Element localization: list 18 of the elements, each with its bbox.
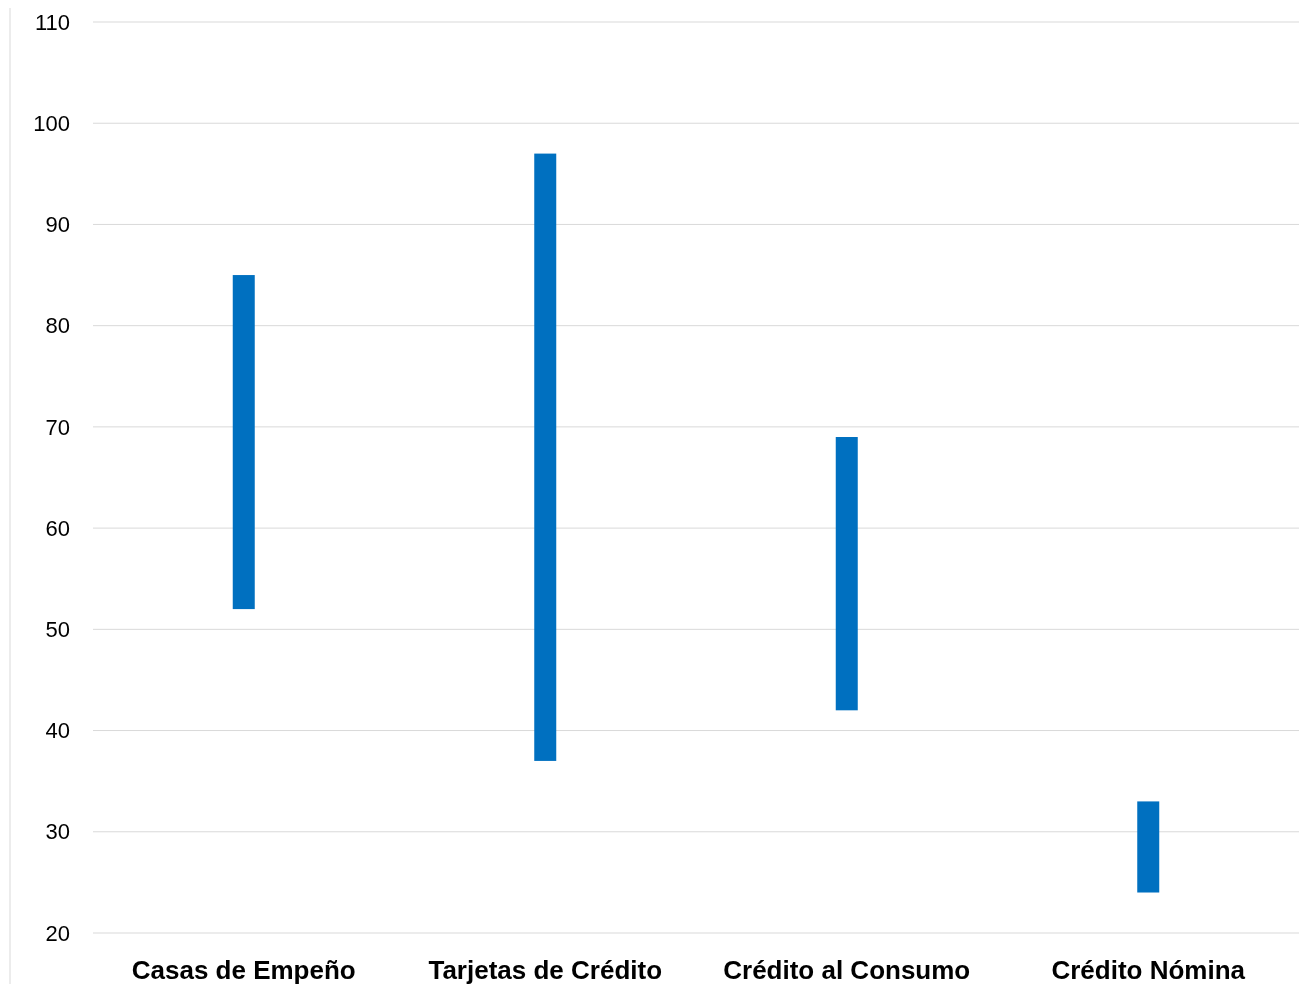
bar [1137,801,1160,893]
y-tick-label: 30 [45,819,70,845]
x-tick-label: Crédito Nómina [1051,955,1246,984]
y-tick-label: 20 [45,920,70,946]
x-tick-label: Casas de Empeño [131,955,356,984]
bar [232,275,255,610]
bar [835,437,858,711]
bar [534,153,557,761]
x-tick-label: Tarjetas de Crédito [428,955,663,984]
y-tick-label: 90 [45,212,70,238]
x-tick-label: Crédito al Consumo [723,955,971,984]
y-tick-label: 70 [45,414,70,440]
y-tick-label: 60 [45,515,70,541]
y-tick-label: 40 [45,718,70,744]
y-tick-label: 110 [34,9,70,35]
y-tick-label: 50 [45,617,70,643]
y-tick-label: 100 [33,110,70,136]
y-tick-label: 80 [45,313,70,339]
